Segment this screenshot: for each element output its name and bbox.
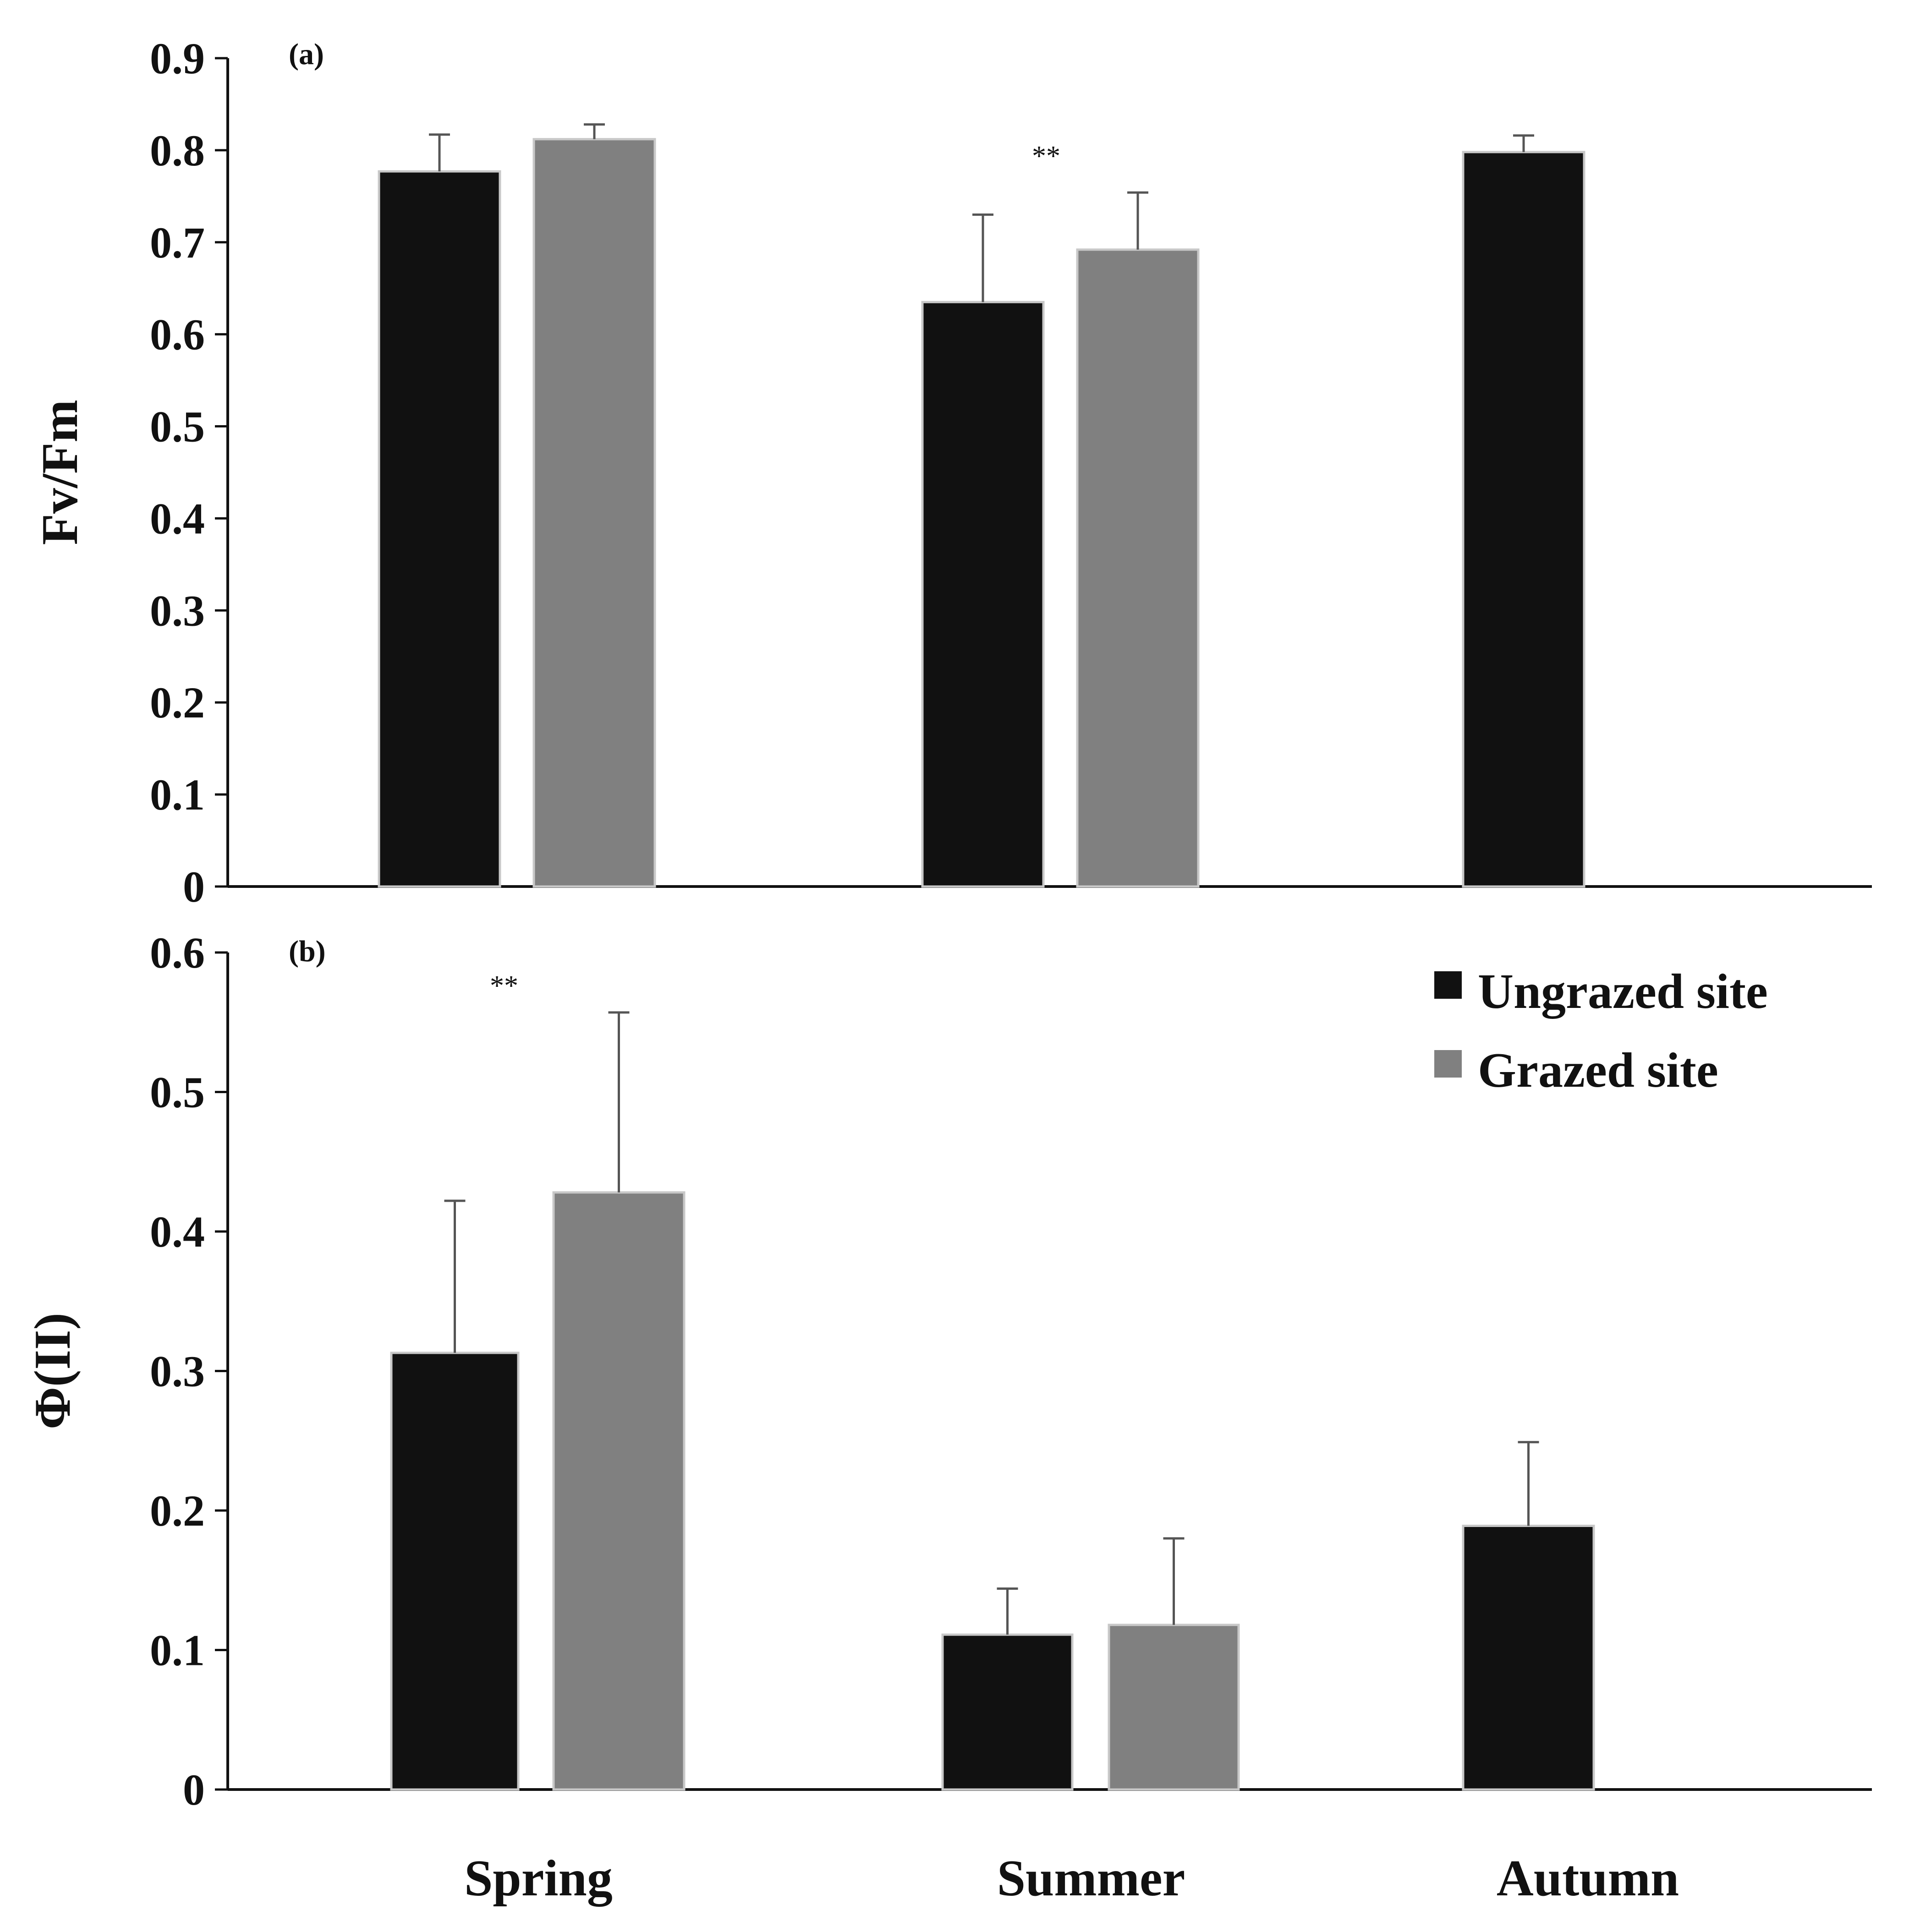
bar-grazed-spring bbox=[552, 1191, 686, 1791]
y-axis-title: Φ(II) bbox=[24, 1313, 81, 1429]
bar-grazed-summer bbox=[1076, 248, 1200, 888]
bar-ungrazed-autumn bbox=[1462, 1524, 1595, 1791]
y-tick-label: 0.6 bbox=[150, 310, 205, 359]
bar-ungrazed-spring bbox=[390, 1352, 520, 1791]
y-tick-label: 0.3 bbox=[150, 586, 205, 635]
significance-marker: ** bbox=[1032, 141, 1060, 172]
legend-label: Grazed site bbox=[1478, 1043, 1718, 1098]
bar-grazed-summer bbox=[1108, 1624, 1240, 1791]
legend-swatch-ungrazed bbox=[1434, 971, 1462, 999]
panel-label: (a) bbox=[289, 38, 324, 71]
y-tick-label: 0.2 bbox=[150, 678, 205, 727]
y-tick-label: 0.1 bbox=[150, 770, 205, 819]
bar-ungrazed-autumn bbox=[1462, 151, 1585, 888]
x-category-label: Autumn bbox=[1497, 1850, 1679, 1907]
legend-label: Ungrazed site bbox=[1478, 964, 1768, 1019]
y-tick-label: 0 bbox=[183, 862, 205, 911]
y-tick-label: 0.3 bbox=[150, 1347, 205, 1396]
bar-ungrazed-summer bbox=[941, 1633, 1074, 1791]
y-tick-label: 0.4 bbox=[150, 1207, 205, 1256]
panel-label: (b) bbox=[289, 935, 326, 968]
bar-ungrazed-summer bbox=[921, 301, 1045, 888]
legend-swatch-grazed bbox=[1434, 1050, 1462, 1078]
y-tick-label: 0.5 bbox=[150, 402, 205, 451]
y-tick-label: 0.6 bbox=[150, 928, 205, 977]
y-tick-label: 0 bbox=[183, 1765, 205, 1814]
bar-grazed-spring bbox=[532, 138, 656, 888]
bar-ungrazed-spring bbox=[378, 170, 501, 888]
y-tick-label: 0.7 bbox=[150, 218, 205, 267]
y-axis-title: Fv/Fm bbox=[32, 400, 88, 545]
y-tick-label: 0.2 bbox=[150, 1486, 205, 1535]
y-tick-label: 0.1 bbox=[150, 1626, 205, 1675]
y-tick-label: 0.4 bbox=[150, 494, 205, 543]
significance-marker: ** bbox=[490, 970, 518, 1002]
y-tick-label: 0.9 bbox=[150, 34, 205, 83]
y-tick-label: 0.8 bbox=[150, 126, 205, 175]
x-category-label: Summer bbox=[997, 1850, 1185, 1907]
y-tick-label: 0.5 bbox=[150, 1068, 205, 1117]
x-category-label: Spring bbox=[464, 1850, 613, 1907]
